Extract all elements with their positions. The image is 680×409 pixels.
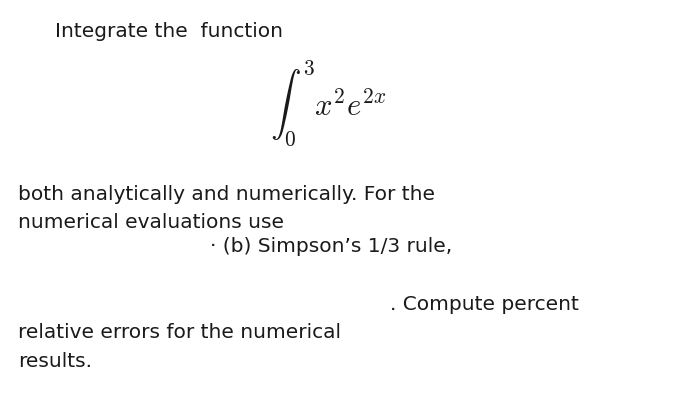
Text: . Compute percent: . Compute percent [390, 295, 579, 314]
Text: relative errors for the numerical: relative errors for the numerical [18, 323, 341, 342]
Text: both analytically and numerically. For the: both analytically and numerically. For t… [18, 185, 435, 204]
Text: results.: results. [18, 352, 92, 371]
Text: $\int_0^3 x^2 e^{2x}$: $\int_0^3 x^2 e^{2x}$ [270, 58, 387, 148]
Text: Integrate the  function: Integrate the function [55, 22, 283, 41]
Text: numerical evaluations use: numerical evaluations use [18, 213, 284, 232]
Text: · (b) Simpson’s 1/3 rule,: · (b) Simpson’s 1/3 rule, [210, 237, 452, 256]
